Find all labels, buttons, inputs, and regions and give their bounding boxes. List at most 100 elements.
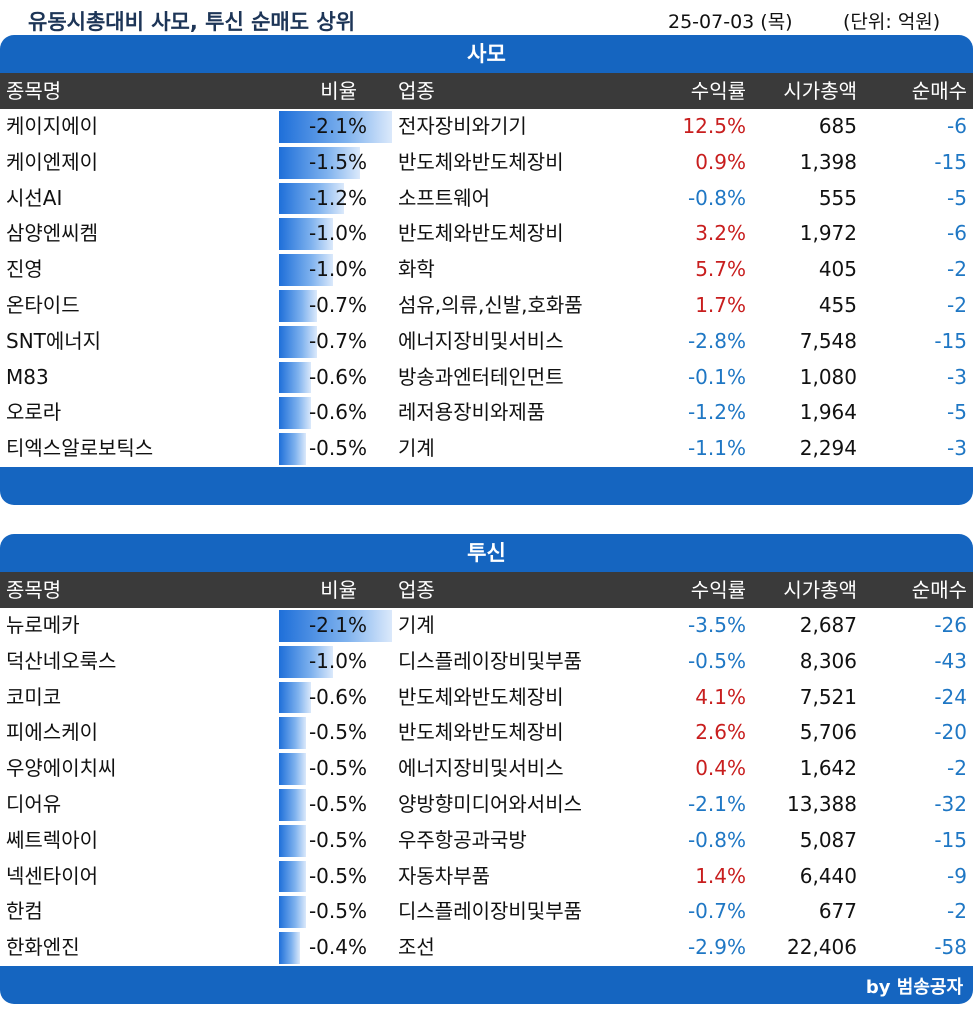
- ratio-value: -1.0%: [308, 257, 367, 282]
- ratio-value: -0.5%: [308, 899, 367, 924]
- top-bar: 유동시총대비 사모, 투신 순매도 상위 25-07-03 (목) (단위: 억…: [0, 0, 973, 36]
- section-tusin: 투신 종목명 비율 업종 수익률 시가총액 순매수 뉴로메카 -2.1% 기계 -3.…: [0, 534, 973, 1004]
- table-row: 온타이드 -0.7% 섬유,의류,신발,호화품 1.7% 455 -2: [0, 288, 973, 324]
- ratio-bar: [279, 787, 392, 823]
- ratio-bar: [279, 715, 392, 751]
- section-footer-band: by 범송공자: [0, 965, 973, 1004]
- industry: 디스플레이장비및부품: [398, 648, 582, 673]
- return-value: 4.1%: [695, 684, 746, 709]
- ratio-value: -1.5%: [308, 149, 367, 174]
- stock-name: 피에스케이: [6, 720, 98, 745]
- stock-name: 덕산네오룩스: [6, 648, 117, 673]
- ratio-bar: [279, 431, 392, 467]
- market-cap: 405: [818, 257, 857, 282]
- report-date: 25-07-03 (목): [668, 11, 793, 33]
- net-buy: -2: [947, 899, 967, 924]
- stock-name: 삼양엔씨켐: [6, 221, 98, 246]
- net-buy: -26: [934, 613, 967, 637]
- ratio-bar: [279, 252, 392, 288]
- ratio-value: -0.5%: [308, 756, 367, 781]
- table-row: 한화엔진 -0.4% 조선 -2.9% 22,406 -58: [0, 930, 973, 966]
- market-cap: 7,521: [799, 684, 857, 709]
- ratio-bar: [279, 823, 392, 859]
- table-body: 케이지에이 -2.1% 전자장비와기기 12.5% 685 -6 케이엔제이 -1.5% 반도체…: [0, 109, 973, 467]
- col-header-return: 수익률: [690, 79, 746, 103]
- market-cap: 2,294: [799, 436, 857, 461]
- market-cap: 1,964: [799, 400, 857, 425]
- market-cap: 13,388: [787, 791, 857, 816]
- col-header-ratio: 비율: [320, 578, 357, 602]
- industry: 반도체와반도체장비: [398, 720, 564, 745]
- col-header-industry: 업종: [398, 79, 435, 103]
- table-row: 케이엔제이 -1.5% 반도체와반도체장비 0.9% 1,398 -15: [0, 145, 973, 181]
- market-cap: 1,972: [799, 221, 857, 246]
- ratio-bar: [279, 145, 392, 181]
- net-buy: -58: [934, 935, 967, 960]
- return-value: -1.1%: [687, 436, 746, 461]
- table-row: 뉴로메카 -2.1% 기계 -3.5% 2,687 -26: [0, 608, 973, 644]
- return-value: -0.8%: [687, 185, 746, 210]
- industry: 섬유,의류,신발,호화품: [398, 292, 583, 317]
- stock-name: 우양에이치씨: [6, 756, 117, 781]
- return-value: -0.5%: [687, 648, 746, 673]
- return-value: 2.6%: [695, 720, 746, 745]
- market-cap: 5,706: [799, 720, 857, 745]
- col-header-industry: 업종: [398, 578, 435, 602]
- net-buy: -6: [947, 221, 967, 246]
- market-cap: 1,398: [799, 149, 857, 174]
- net-buy: -5: [947, 185, 967, 210]
- industry: 반도체와반도체장비: [398, 684, 564, 709]
- ratio-value: -1.2%: [308, 185, 367, 210]
- net-buy: -5: [947, 400, 967, 425]
- ratio-value: -0.7%: [308, 328, 367, 353]
- industry: 화학: [398, 257, 435, 282]
- market-cap: 8,306: [799, 648, 857, 673]
- industry: 기계: [398, 436, 435, 461]
- section-footer-band: [0, 466, 973, 505]
- return-value: 3.2%: [695, 221, 746, 246]
- market-cap: 455: [818, 292, 857, 317]
- stock-name: 코미코: [6, 684, 62, 709]
- page-title: 유동시총대비 사모, 투신 순매도 상위: [28, 10, 356, 34]
- ratio-bar: [279, 930, 392, 966]
- col-header-net-buy: 순매수: [911, 79, 967, 103]
- return-value: -2.9%: [687, 935, 746, 960]
- ratio-bar: [279, 644, 392, 680]
- column-header-row: 종목명 비율 업종 수익률 시가총액 순매수: [0, 572, 973, 608]
- ratio-value: -1.0%: [308, 221, 367, 246]
- market-cap: 6,440: [799, 863, 857, 888]
- stock-name: 시선AI: [6, 185, 63, 210]
- col-header-market-cap: 시가총액: [783, 79, 857, 103]
- industry: 우주항공과국방: [398, 827, 527, 852]
- ratio-value: -0.5%: [308, 827, 367, 852]
- table-row: 티엑스알로보틱스 -0.5% 기계 -1.1% 2,294 -3: [0, 431, 973, 467]
- ratio-bar: [279, 288, 392, 324]
- industry: 에너지장비및서비스: [398, 756, 564, 781]
- byline: by 범송공자: [865, 976, 963, 998]
- ratio-bar: [279, 109, 392, 145]
- ratio-value: -0.5%: [308, 863, 367, 888]
- ratio-bar: [279, 324, 392, 360]
- industry: 양방향미디어와서비스: [398, 791, 582, 816]
- table-row: SNT에너지 -0.7% 에너지장비및서비스 -2.8% 7,548 -15: [0, 324, 973, 360]
- ratio-bar: [279, 395, 392, 431]
- column-header-row: 종목명 비율 업종 수익률 시가총액 순매수: [0, 73, 973, 109]
- table-body: 뉴로메카 -2.1% 기계 -3.5% 2,687 -26 덕산네오룩스 -1.0% 디스플레이…: [0, 608, 973, 966]
- industry: 소프트웨어: [398, 185, 490, 210]
- stock-name: SNT에너지: [6, 328, 102, 353]
- ratio-value: -0.6%: [308, 364, 367, 389]
- table-row: 넥센타이어 -0.5% 자동차부품 1.4% 6,440 -9: [0, 859, 973, 895]
- industry: 반도체와반도체장비: [398, 221, 564, 246]
- industry: 반도체와반도체장비: [398, 149, 564, 174]
- return-value: -2.8%: [687, 328, 746, 353]
- col-header-return: 수익률: [690, 578, 746, 602]
- ratio-bar: [279, 680, 392, 716]
- ratio-value: -0.4%: [308, 935, 367, 960]
- stock-name: 티엑스알로보틱스: [6, 436, 154, 461]
- net-buy: -6: [947, 114, 967, 138]
- stock-name: 케이엔제이: [6, 149, 98, 174]
- stock-name: 진영: [6, 257, 43, 282]
- net-buy: -2: [947, 756, 967, 781]
- table-row: 한컴 -0.5% 디스플레이장비및부품 -0.7% 677 -2: [0, 894, 973, 930]
- stock-name: 뉴로메카: [6, 613, 80, 637]
